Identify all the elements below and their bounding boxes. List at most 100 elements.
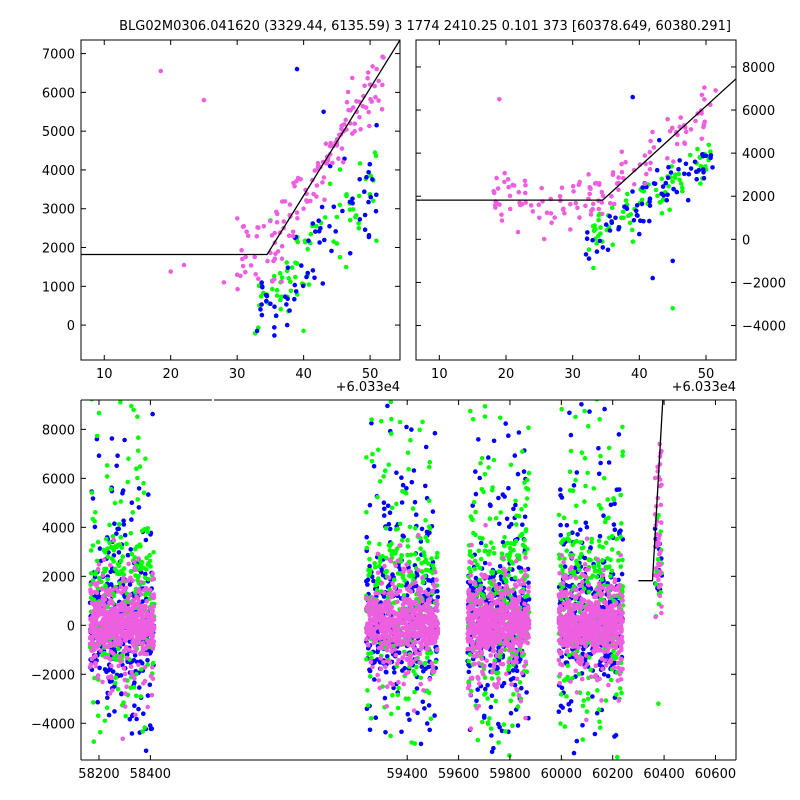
data-point [124, 541, 129, 546]
data-point [619, 690, 624, 696]
data-point [114, 586, 119, 591]
data-point [381, 608, 386, 614]
data-point [499, 285, 504, 290]
data-point [616, 487, 622, 492]
data-point [108, 642, 113, 647]
data-point [98, 648, 103, 653]
data-point [488, 503, 493, 509]
data-point [396, 679, 401, 685]
data-point [573, 519, 578, 525]
data-point [658, 529, 664, 534]
data-point [387, 635, 393, 640]
data-point [357, 177, 363, 182]
data-point [92, 633, 97, 639]
data-point [421, 393, 426, 398]
data-point [418, 681, 424, 687]
data-point [522, 514, 528, 520]
data-point [567, 707, 573, 713]
data-point [304, 198, 309, 203]
x-tick-label: 50 [698, 367, 715, 382]
y-tick-label: 7000 [42, 48, 75, 63]
data-point [432, 713, 437, 718]
data-point [388, 400, 394, 405]
data-point [94, 583, 99, 589]
data-point [607, 214, 612, 219]
data-point [128, 628, 133, 633]
data-point [573, 414, 578, 420]
data-point [642, 153, 648, 158]
data-point [473, 532, 478, 538]
fit-line [81, 40, 400, 256]
data-point [482, 259, 487, 264]
data-point [659, 210, 665, 216]
data-point [567, 410, 572, 416]
data-point [135, 624, 140, 630]
data-point [491, 457, 497, 463]
data-point [368, 194, 374, 200]
data-point [357, 115, 362, 120]
data-point [416, 591, 421, 597]
data-point [467, 565, 472, 571]
data-point [486, 552, 491, 557]
data-point [381, 500, 387, 506]
data-point [388, 431, 394, 437]
data-point [406, 466, 411, 472]
data-point [411, 634, 417, 639]
data-point [426, 703, 432, 708]
data-point [467, 549, 473, 554]
data-point [470, 503, 476, 508]
data-point [578, 540, 583, 545]
data-point [376, 98, 381, 103]
data-point [434, 635, 439, 641]
data-point [389, 505, 395, 511]
data-point [362, 189, 367, 194]
data-point [384, 555, 389, 561]
data-point [647, 149, 653, 155]
data-point [411, 642, 416, 647]
data-point [591, 486, 597, 491]
figure-title: BLG02M0306.041620 (3329.44, 6135.59) 3 1… [119, 19, 731, 34]
data-point [117, 617, 122, 623]
data-point [385, 403, 390, 409]
y-tick-label: 4000 [742, 147, 775, 162]
data-point [377, 479, 383, 484]
data-point [386, 462, 392, 468]
data-point [347, 207, 353, 212]
data-point [315, 160, 321, 166]
data-point [103, 583, 108, 588]
data-point [126, 647, 132, 653]
data-point [240, 256, 245, 262]
data-point [151, 639, 157, 644]
data-point [374, 582, 379, 588]
data-point [102, 597, 108, 602]
data-point [560, 567, 565, 573]
data-point [308, 231, 314, 237]
data-point [426, 592, 431, 597]
data-point [89, 629, 95, 635]
data-point [322, 215, 328, 220]
data-point [374, 122, 379, 128]
data-point [374, 192, 379, 198]
data-point [411, 580, 417, 586]
data-point [584, 709, 590, 714]
data-point [526, 580, 531, 586]
data-point [618, 492, 624, 498]
data-point [92, 518, 97, 524]
plot-area [416, 78, 736, 311]
x-tick-label: 10 [431, 367, 448, 382]
data-point [94, 433, 100, 439]
data-point [566, 531, 572, 537]
data-point [513, 502, 518, 508]
data-point [240, 263, 246, 269]
y-tick-label: 2000 [742, 190, 775, 205]
data-point [470, 554, 475, 559]
data-point [586, 256, 592, 261]
data-point [688, 127, 694, 132]
data-point [526, 584, 531, 590]
data-point [512, 453, 518, 458]
data-point [378, 656, 384, 661]
data-point [485, 696, 490, 701]
data-point [122, 704, 128, 709]
data-point [395, 661, 400, 666]
data-point [383, 664, 388, 670]
